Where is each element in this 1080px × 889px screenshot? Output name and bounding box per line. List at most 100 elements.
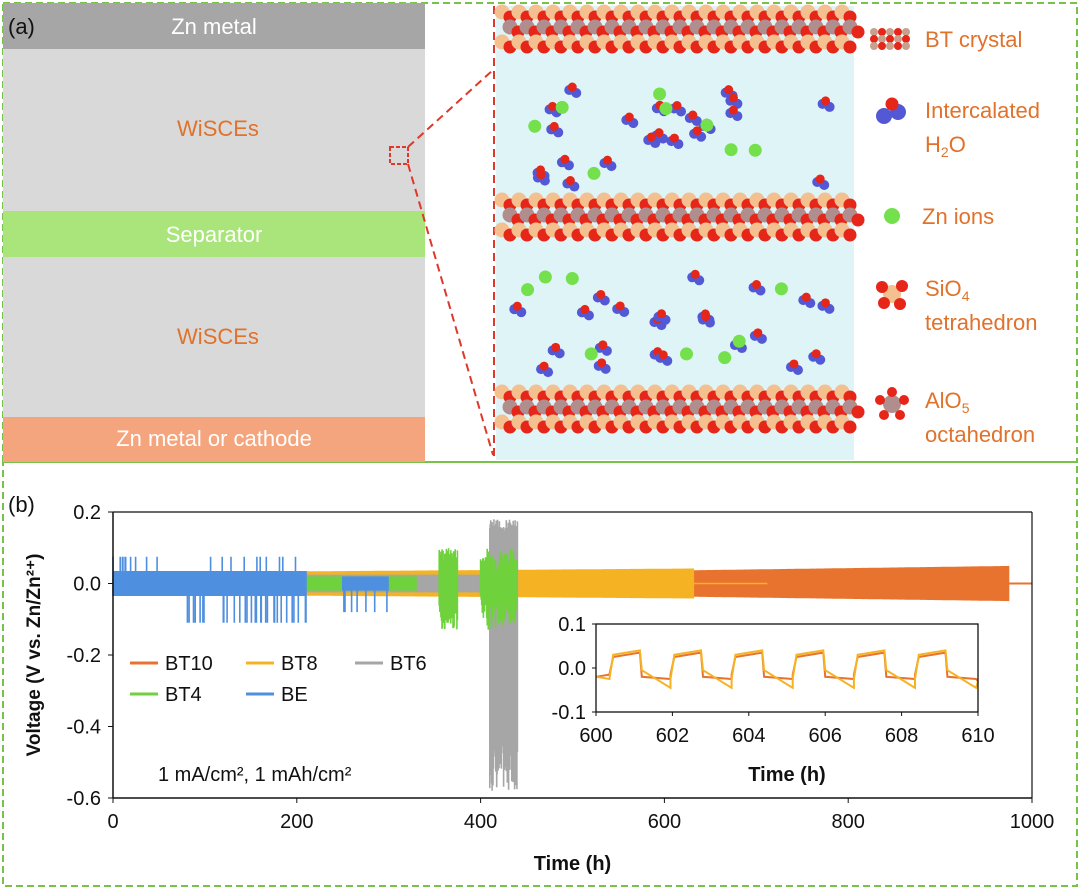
bt-crystal-layer xyxy=(494,4,865,54)
crystal-structure-atoms xyxy=(494,4,865,434)
series-be xyxy=(112,556,307,623)
x-tick-label: 600 xyxy=(648,811,681,833)
x-tick-label: 0 xyxy=(107,811,118,833)
sio4-icon-o xyxy=(878,297,890,309)
oxygen-atom xyxy=(843,40,857,54)
legend-tetrahedron: tetrahedron xyxy=(925,310,1038,335)
zn-ion xyxy=(718,351,732,365)
water-o-atom xyxy=(690,269,700,279)
inset-x-tick-label: 604 xyxy=(732,725,765,747)
water-o-atom xyxy=(701,312,711,322)
water-o-atom xyxy=(728,105,738,115)
oxygen-atom xyxy=(851,405,865,419)
water-molecule-icon xyxy=(876,97,906,124)
alo5-icon-o xyxy=(879,410,889,420)
water-o-atom xyxy=(724,85,734,95)
bt-crystal-icon-dot xyxy=(870,42,878,50)
y-tick-label: -0.2 xyxy=(67,645,101,667)
inset-x-tick-label: 600 xyxy=(579,725,612,747)
water-o-atom xyxy=(821,96,831,106)
series-bt6-failure xyxy=(489,519,519,791)
legend-label-bt4: BT4 xyxy=(165,684,202,706)
water-o-atom xyxy=(669,133,679,143)
panel-b-frame xyxy=(2,461,1078,887)
bt-crystal-icon-dot xyxy=(886,42,894,50)
y-axis-title: Voltage (V vs. Zn/Zn²⁺) xyxy=(24,554,45,757)
series-bt4-spike2 xyxy=(479,548,518,630)
sio4-icon-o xyxy=(896,280,908,292)
bt-crystal-icon-dot xyxy=(894,42,902,50)
inset-y-tick-label: -0.1 xyxy=(552,702,586,724)
zoom-line-top xyxy=(407,69,494,148)
legend-h2o-h: H xyxy=(925,132,941,157)
panel-a-tag: (a) xyxy=(8,14,35,39)
alo5-icon-o xyxy=(875,395,885,405)
water-o-atom xyxy=(549,121,559,131)
bt-crystal-icon-dot xyxy=(878,42,886,50)
x-tick-label: 200 xyxy=(280,811,313,833)
water-o-atom xyxy=(815,174,825,184)
legend-octahedron: octahedron xyxy=(925,422,1035,447)
water-o-atom xyxy=(602,155,612,165)
separator-label: Separator xyxy=(166,222,263,247)
bt-crystal-icon-dot xyxy=(886,35,894,43)
voltage-profile-chart: 0 200 400 600 800 1000 0.2 0.0 -0.2 -0.4 -0.6 Time … xyxy=(24,502,1054,875)
zn-metal-layer xyxy=(3,3,425,49)
inset-x-tick-label: 610 xyxy=(961,725,994,747)
x-tick-label: 1000 xyxy=(1010,811,1055,833)
legend-alo5: AlO5 xyxy=(925,388,970,416)
inset-y-tick-label: 0.1 xyxy=(558,614,586,636)
water-o-atom xyxy=(751,280,761,290)
zn-metal-label: Zn metal xyxy=(171,14,257,39)
water-o-atom xyxy=(688,110,698,120)
legend-label-bt8: BT8 xyxy=(281,653,318,675)
alo5-icon-o xyxy=(887,387,897,397)
oxygen-atom xyxy=(843,420,857,434)
legend-sio4-main: SiO xyxy=(925,276,962,301)
water-o-atom xyxy=(646,132,656,142)
zn-ion xyxy=(584,347,598,361)
zn-ion xyxy=(521,283,535,297)
legend-sio4: SiO4 xyxy=(925,276,970,304)
legend-h2o-o: O xyxy=(949,132,966,157)
bt-crystal-icon-dot xyxy=(902,28,910,36)
y-tick-label: 0.2 xyxy=(73,502,101,524)
x-axis-title: Time (h) xyxy=(534,853,611,875)
water-o-atom xyxy=(801,292,811,302)
water-o-atom xyxy=(728,93,738,103)
bt-crystal-layer xyxy=(494,192,865,242)
water-o-atom xyxy=(548,101,558,111)
water-o-atom xyxy=(811,349,821,359)
sio4-tetrahedron-icon xyxy=(876,280,908,310)
legend-alo5-sub: 5 xyxy=(962,400,970,416)
zn-ion xyxy=(724,143,738,157)
zn-ion xyxy=(528,119,542,133)
bt-crystal-icon-dot xyxy=(870,28,878,36)
water-o-atom xyxy=(692,126,702,136)
series-be-late xyxy=(342,576,389,613)
inset-x-tick-label: 608 xyxy=(885,725,918,747)
alo5-icon-o xyxy=(895,410,905,420)
bt-crystal-icon-dot xyxy=(894,28,902,36)
bt-crystal-icon-dot xyxy=(870,35,878,43)
water-o-atom xyxy=(536,170,546,180)
bt-crystal-layer xyxy=(494,384,865,434)
electrolyte-layer-top xyxy=(3,49,425,211)
zn-ion xyxy=(700,118,714,132)
water-o-atom xyxy=(789,359,799,369)
alo5-icon-al xyxy=(883,395,901,413)
interlayer-region xyxy=(528,82,835,192)
water-o-atom xyxy=(820,298,830,308)
bt-crystal-icon-dot xyxy=(878,28,886,36)
zn-ion xyxy=(680,347,694,361)
y-tick-label: 0.0 xyxy=(73,574,101,596)
water-icon-o xyxy=(885,97,899,111)
inset-background xyxy=(526,614,998,789)
zn-ion xyxy=(565,272,579,286)
legend-label-bt10: BT10 xyxy=(165,653,213,675)
interlayer-region xyxy=(509,269,835,378)
inset-y-tick-label: 0.0 xyxy=(558,658,586,680)
cathode-layer xyxy=(3,417,425,462)
series-legend: BT10 BT8 BT6 BT4 BE xyxy=(130,653,427,706)
oxygen-atom xyxy=(851,213,865,227)
